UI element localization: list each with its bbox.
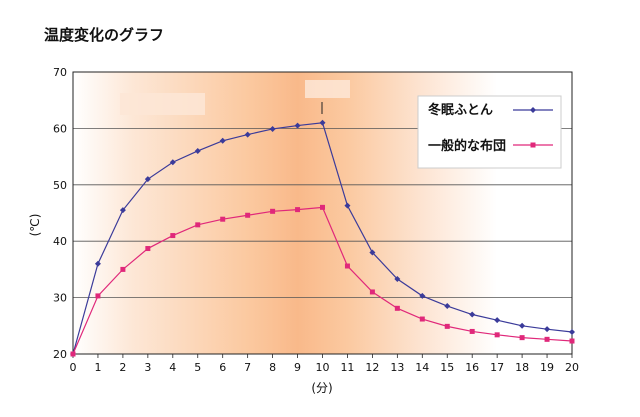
x-tick-label: 20: [565, 361, 579, 374]
y-axis-ticks: 20 30 40 50 60 70: [53, 66, 67, 361]
y-tick-label: 30: [53, 292, 67, 305]
x-tick-label: 7: [244, 361, 251, 374]
data-point-series-1: [244, 131, 251, 138]
data-point-series-2: [70, 351, 76, 357]
y-tick-label: 50: [53, 179, 67, 192]
y-tick-label: 60: [53, 122, 67, 135]
data-point-series-2: [344, 263, 350, 269]
data-point-series-2: [419, 316, 425, 322]
data-point-series-2: [220, 216, 226, 222]
x-axis-label: (分): [311, 381, 332, 395]
data-point-series-1: [344, 202, 351, 209]
data-point-series-2: [320, 204, 325, 210]
legend-box: [417, 95, 562, 169]
faded-label-block-1: [120, 93, 205, 115]
faded-label-block-2: [305, 80, 350, 98]
x-tick-label: 6: [219, 361, 226, 374]
data-point-series-1: [119, 207, 126, 214]
data-point-series-1: [519, 322, 526, 329]
data-point-series-2: [95, 293, 101, 299]
data-point-series-1: [419, 292, 426, 299]
data-point-series-2: [120, 266, 126, 272]
data-point-series-2: [444, 323, 450, 329]
x-tick-label: 5: [194, 361, 201, 374]
legend: 冬眠ふとん 一般的な布団: [417, 95, 562, 169]
x-tick-label: 13: [390, 361, 404, 374]
data-point-series-1: [294, 122, 301, 129]
data-point-series-1: [94, 260, 101, 267]
data-point-series-1: [569, 329, 575, 336]
x-tick-label: 15: [440, 361, 454, 374]
chart-title: 温度変化のグラフ: [44, 26, 164, 44]
y-tick-label: 70: [53, 66, 67, 79]
y-tick-label: 40: [53, 235, 67, 248]
data-point-series-1: [194, 147, 201, 154]
data-point-series-1: [219, 137, 226, 144]
data-point-series-1: [319, 119, 326, 126]
legend-label-series-2: 一般的な布団: [428, 138, 506, 154]
y-tick-label: 20: [53, 348, 67, 361]
data-point-series-2: [145, 246, 151, 252]
data-point-series-2: [170, 233, 176, 239]
data-point-series-1: [144, 176, 151, 183]
x-tick-label: 17: [490, 361, 504, 374]
data-point-series-1: [444, 303, 451, 310]
x-tick-label: 14: [415, 361, 429, 374]
data-point-series-1: [169, 159, 176, 166]
data-point-series-2: [369, 289, 375, 295]
x-tick-label: 10: [316, 361, 330, 374]
data-point-series-2: [394, 305, 400, 311]
x-tick-label: 4: [169, 361, 176, 374]
data-point-series-2: [295, 207, 301, 213]
gridlines: [73, 127, 572, 299]
x-tick-label: 9: [294, 361, 301, 374]
x-tick-label: 16: [465, 361, 479, 374]
data-point-series-2: [469, 328, 475, 334]
data-point-series-2: [569, 338, 575, 344]
x-axis-ticks: 0 1 2 3 4 5 6 7 8 9 10 11 12 13 14 15 16 17 18 19 20: [70, 354, 579, 374]
data-point-series-2: [245, 212, 251, 218]
data-point-series-2: [544, 336, 550, 342]
x-tick-label: 8: [269, 361, 276, 374]
data-point-series-2: [494, 332, 500, 338]
x-tick-label: 12: [365, 361, 379, 374]
data-point-series-2: [270, 208, 276, 214]
x-tick-label: 0: [70, 361, 77, 374]
x-tick-label: 3: [144, 361, 151, 374]
x-tick-label: 1: [94, 361, 101, 374]
data-point-series-1: [544, 326, 551, 333]
x-tick-label: 18: [515, 361, 529, 374]
data-point-series-2: [519, 335, 525, 341]
legend-marker-series-2: [530, 142, 536, 148]
data-point-series-1: [269, 125, 276, 132]
data-point-series-2: [195, 222, 201, 228]
x-tick-label: 19: [540, 361, 554, 374]
data-point-series-1: [394, 275, 401, 282]
x-tick-label: 11: [340, 361, 354, 374]
x-tick-label: 2: [119, 361, 126, 374]
data-point-series-1: [369, 249, 376, 256]
series-layer: [70, 119, 575, 357]
data-point-series-1: [494, 317, 501, 324]
y-axis-label: (℃): [28, 214, 42, 237]
legend-marker-series-1: [530, 107, 536, 113]
legend-label-series-1: 冬眠ふとん: [428, 102, 493, 118]
data-point-series-1: [469, 311, 476, 318]
